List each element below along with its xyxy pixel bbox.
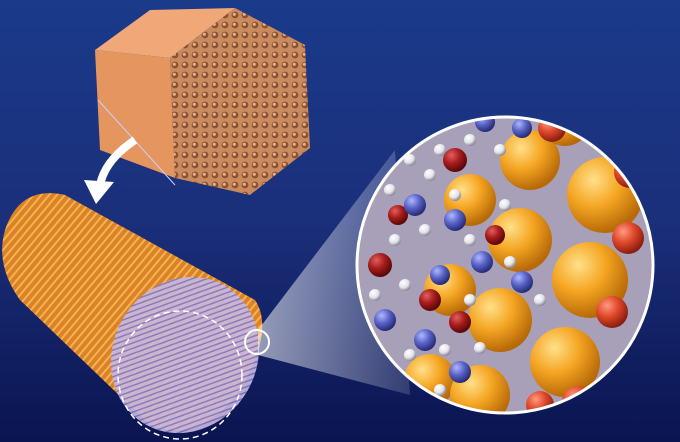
atom: [464, 234, 476, 246]
atom: [471, 251, 493, 273]
atom: [439, 344, 451, 356]
atom: [449, 189, 461, 201]
dashed-outline: [117, 310, 243, 440]
atom: [430, 265, 450, 285]
atom: [434, 144, 446, 156]
atom: [512, 118, 532, 138]
zoom-source: [244, 329, 270, 355]
atom: [468, 288, 532, 352]
atom: [374, 309, 396, 331]
atom: [488, 208, 552, 272]
atom: [384, 184, 396, 196]
atom: [464, 134, 476, 146]
cylinder-end: [110, 276, 260, 434]
prism-side-face: [95, 50, 175, 178]
arrow-shaft: [96, 136, 138, 186]
atom: [464, 294, 476, 306]
atom: [389, 234, 401, 246]
atom: [369, 289, 381, 301]
atom: [449, 361, 471, 383]
atom: [414, 329, 436, 351]
atom: [534, 294, 546, 306]
zoom-border: [355, 115, 655, 415]
prism-top-face: [95, 8, 235, 58]
atom: [596, 296, 628, 328]
atom: [368, 253, 392, 277]
atom: [424, 169, 436, 181]
atom: [443, 148, 467, 172]
atom: [419, 289, 441, 311]
atom: [612, 222, 644, 254]
arrow-head: [84, 180, 114, 204]
atom: [388, 205, 408, 225]
atom: [494, 144, 506, 156]
nanotube-bundle: [2, 193, 263, 440]
atom: [444, 209, 466, 231]
atom: [500, 130, 560, 190]
atom: [404, 194, 426, 216]
atom: [419, 224, 431, 236]
atom: [530, 327, 600, 397]
atom: [449, 311, 471, 333]
prism-end-face: [170, 8, 310, 195]
atom: [485, 225, 505, 245]
atom: [475, 117, 495, 132]
atom: [434, 384, 446, 396]
atom: [404, 349, 416, 361]
atom: [511, 271, 533, 293]
atom: [399, 279, 411, 291]
atom: [499, 199, 511, 211]
atom: [504, 256, 516, 268]
atom: [404, 154, 416, 166]
arrow: [84, 136, 138, 204]
atom: [474, 342, 486, 354]
hexagonal-prism: [95, 8, 310, 195]
